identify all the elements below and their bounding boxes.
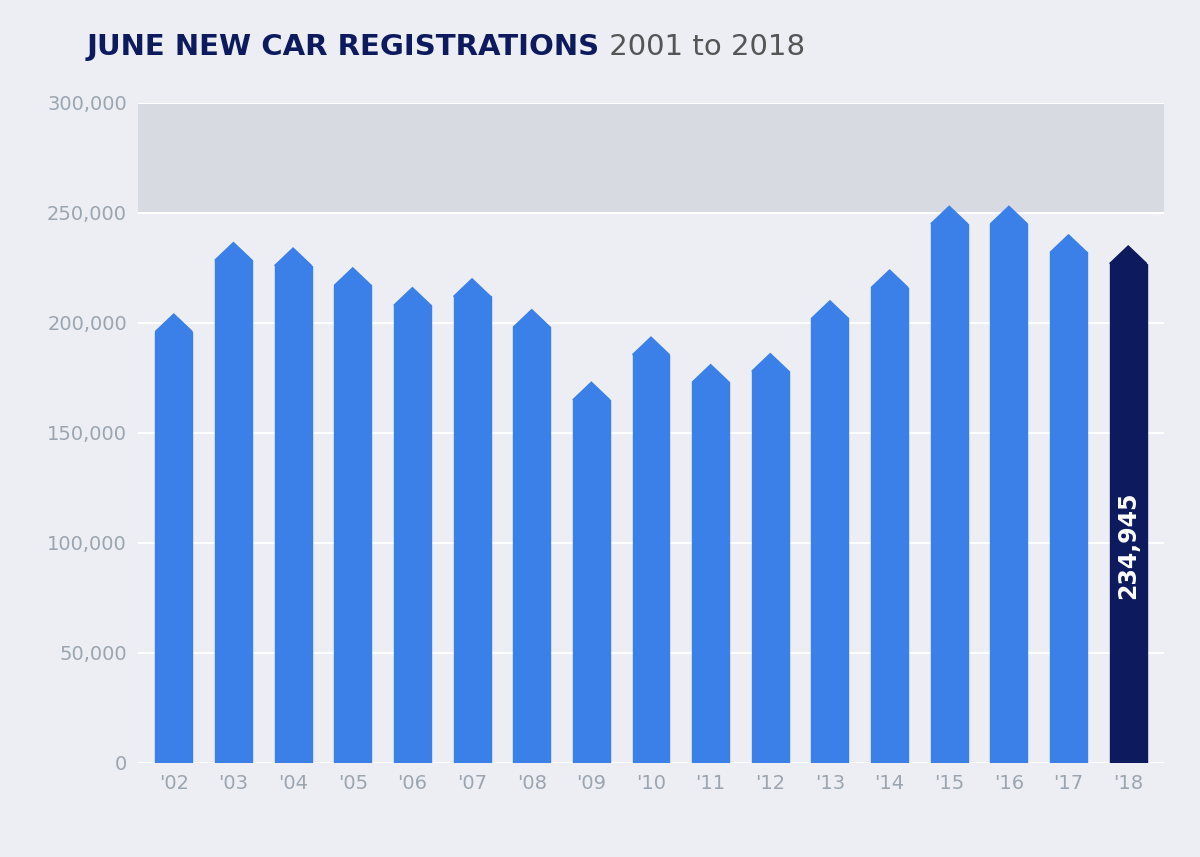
Bar bbox=[514, 327, 550, 763]
Bar bbox=[1050, 253, 1087, 763]
Polygon shape bbox=[871, 270, 908, 288]
Polygon shape bbox=[572, 382, 610, 399]
Polygon shape bbox=[1050, 235, 1087, 253]
Bar bbox=[454, 297, 491, 763]
Polygon shape bbox=[752, 354, 788, 371]
Bar bbox=[275, 266, 312, 763]
Polygon shape bbox=[454, 279, 491, 297]
Bar bbox=[752, 371, 788, 763]
Polygon shape bbox=[394, 288, 431, 305]
Bar bbox=[572, 399, 610, 763]
Bar bbox=[1110, 264, 1147, 763]
Bar bbox=[692, 382, 730, 763]
Polygon shape bbox=[155, 314, 192, 332]
Bar bbox=[335, 285, 371, 763]
Polygon shape bbox=[275, 248, 312, 266]
Bar bbox=[990, 224, 1027, 763]
Bar bbox=[632, 355, 670, 763]
Polygon shape bbox=[990, 207, 1027, 224]
Bar bbox=[811, 319, 848, 763]
Text: JUNE NEW CAR REGISTRATIONS: JUNE NEW CAR REGISTRATIONS bbox=[86, 33, 600, 61]
Polygon shape bbox=[215, 243, 252, 261]
Text: 2001 to 2018: 2001 to 2018 bbox=[600, 33, 805, 61]
Bar bbox=[155, 332, 192, 763]
Polygon shape bbox=[335, 268, 371, 285]
Polygon shape bbox=[811, 301, 848, 319]
Bar bbox=[871, 288, 908, 763]
Bar bbox=[931, 224, 967, 763]
Bar bbox=[394, 305, 431, 763]
Polygon shape bbox=[632, 337, 670, 355]
Polygon shape bbox=[692, 364, 730, 382]
Polygon shape bbox=[1110, 246, 1147, 264]
Text: 234,945: 234,945 bbox=[1116, 492, 1140, 599]
Polygon shape bbox=[931, 207, 967, 224]
Bar bbox=[138, 103, 1164, 213]
Bar bbox=[215, 261, 252, 763]
Polygon shape bbox=[514, 309, 550, 327]
